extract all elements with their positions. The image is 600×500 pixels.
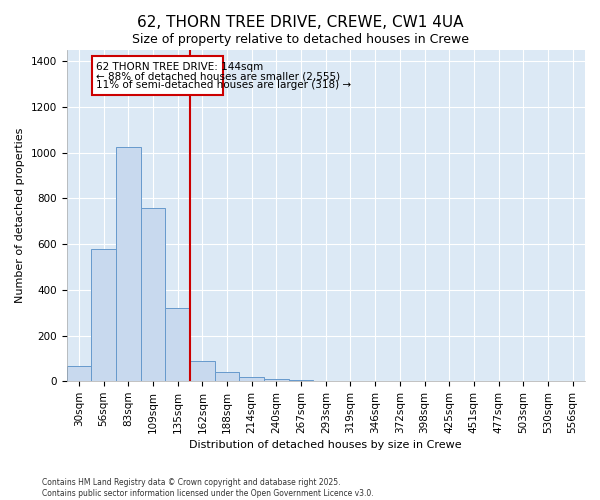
Bar	[289, 380, 313, 381]
Text: ← 88% of detached houses are smaller (2,555): ← 88% of detached houses are smaller (2,…	[96, 71, 340, 81]
Text: Contains HM Land Registry data © Crown copyright and database right 2025.
Contai: Contains HM Land Registry data © Crown c…	[42, 478, 374, 498]
Bar	[239, 376, 264, 381]
X-axis label: Distribution of detached houses by size in Crewe: Distribution of detached houses by size …	[190, 440, 462, 450]
Bar	[116, 147, 140, 381]
Bar	[215, 372, 239, 381]
Bar	[264, 379, 289, 381]
Bar	[190, 360, 215, 381]
Y-axis label: Number of detached properties: Number of detached properties	[15, 128, 25, 304]
Bar	[67, 366, 91, 381]
Bar	[140, 208, 165, 381]
Text: 11% of semi-detached houses are larger (318) →: 11% of semi-detached houses are larger (…	[96, 80, 351, 90]
Bar	[165, 308, 190, 381]
Bar	[91, 248, 116, 381]
Text: Size of property relative to detached houses in Crewe: Size of property relative to detached ho…	[131, 32, 469, 46]
FancyBboxPatch shape	[92, 56, 223, 94]
Text: 62, THORN TREE DRIVE, CREWE, CW1 4UA: 62, THORN TREE DRIVE, CREWE, CW1 4UA	[137, 15, 463, 30]
Text: 62 THORN TREE DRIVE: 144sqm: 62 THORN TREE DRIVE: 144sqm	[96, 62, 263, 72]
